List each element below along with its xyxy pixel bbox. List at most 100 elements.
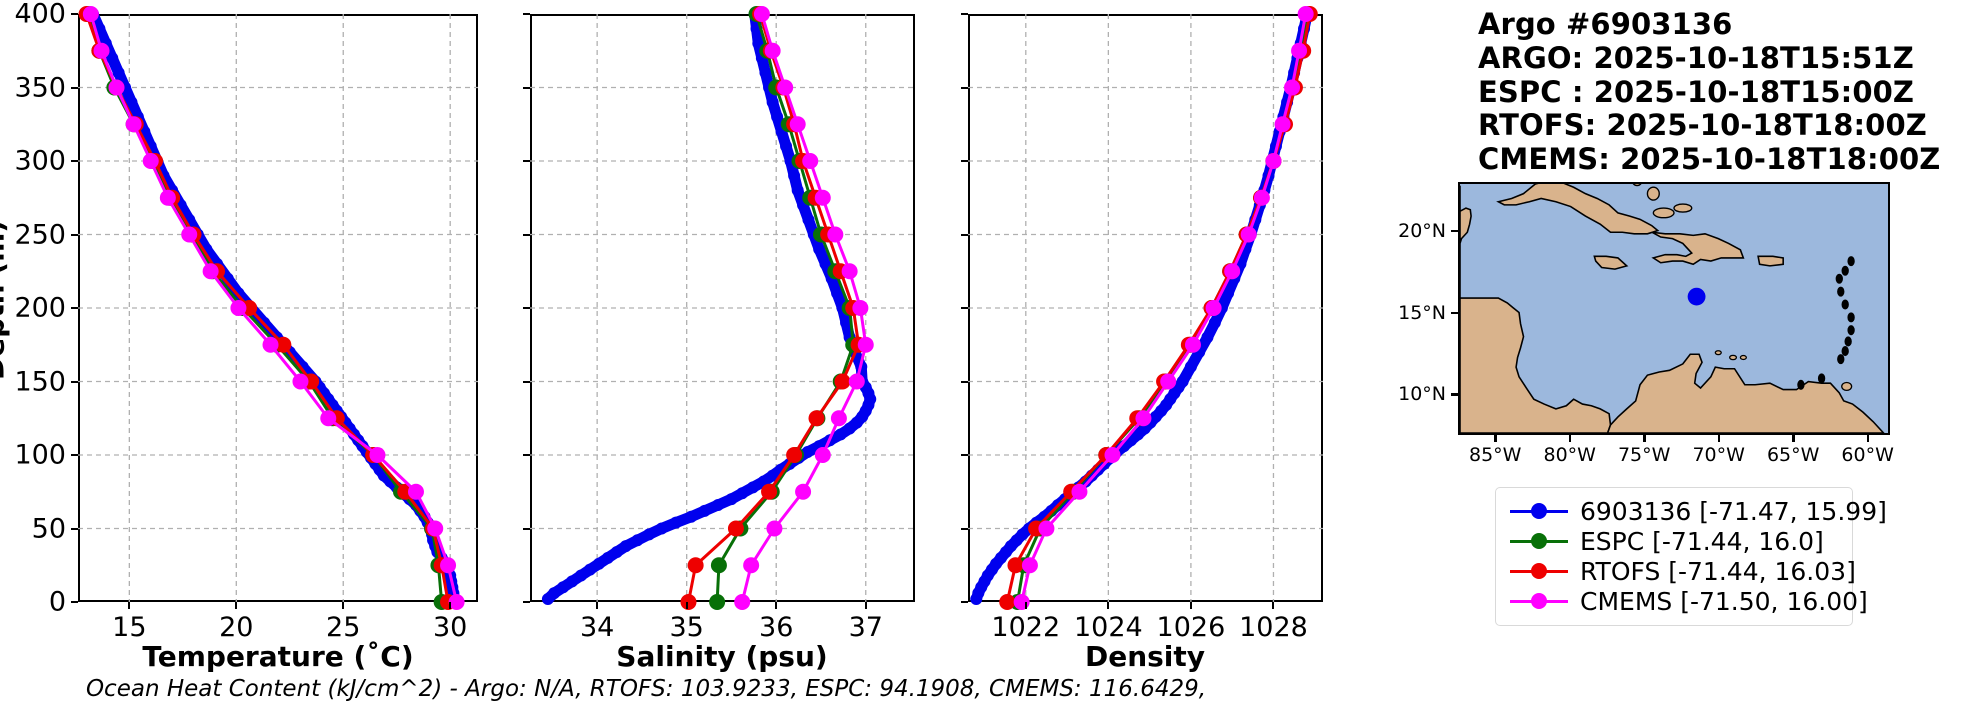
temperature-panel [78,6,478,610]
y-tick-mark [523,601,530,603]
density-axis-title: Density [1084,640,1206,673]
y-tick-mark [71,86,78,89]
x-tick-label: 30 [433,612,468,643]
y-tick-mark [523,454,530,456]
legend-line-swatch [1510,530,1568,552]
depth-tick-label: 200 [14,292,66,324]
legend-item[interactable]: CMEMS [-71.50, 16.00] [1510,586,1868,616]
y-tick-mark [71,307,78,309]
x-tick-label: 1024 [1073,612,1143,643]
x-tick-mark [1189,602,1192,609]
x-tick-label: 36 [759,612,794,643]
header-line-argo-id: Argo #6903136 [1478,7,1733,41]
depth-axis-label: Depth (m) [0,219,11,381]
depth-tick-label: 250 [14,219,66,250]
map-lon-tick-mark [1792,435,1795,442]
y-tick-mark [523,160,530,162]
header-line-espc-time: ESPC : 2025-10-18T15:00Z [1478,74,1915,109]
x-tick-label: 25 [326,612,361,643]
x-tick-mark [596,602,599,609]
map-lat-tick-label: 10°N [1398,383,1446,406]
map-lon-tick-mark [1717,435,1721,442]
y-tick-mark [523,13,530,15]
depth-tick-label: 350 [14,72,66,103]
map-lat-tick-mark [1451,229,1458,233]
location-map [1458,182,1890,435]
x-tick-label: 1028 [1239,612,1308,643]
map-lon-tick-mark [1568,435,1572,442]
salinity-plot-canvas [530,6,915,610]
map-lon-tick-label: 85°W [1469,444,1522,466]
y-tick-mark [523,307,530,309]
map-lon-tick-label: 60°W [1841,444,1894,466]
legend-item[interactable]: ESPC [-71.44, 16.0] [1510,526,1838,556]
map-lon-tick-mark [1866,435,1870,442]
y-tick-mark [961,380,968,383]
x-tick-label: 1026 [1156,612,1226,643]
map-lon-tick-label: 75°W [1617,444,1671,466]
x-tick-mark [685,602,688,609]
x-tick-label: 35 [669,612,704,643]
x-tick-mark [128,602,131,609]
map-lon-tick-mark [1643,435,1646,442]
temperature-axis-title: Temperature (˚C) [142,640,414,673]
y-tick-mark [523,86,530,89]
y-tick-mark [71,13,78,15]
map-lon-tick-label: 70°W [1692,444,1745,466]
depth-tick-label: 0 [48,586,66,618]
temperature-plot-canvas [78,6,478,610]
y-tick-mark [961,307,968,309]
x-tick-label: 37 [848,612,883,643]
y-tick-mark [961,601,968,603]
header-line-rtofs-time: RTOFS: 2025-10-18T18:00Z [1478,108,1927,143]
legend-line-swatch [1510,500,1568,522]
y-tick-mark [71,233,78,236]
x-tick-label: 15 [112,612,147,643]
y-tick-mark [961,233,968,236]
legend-item-label: 6903136 [-71.47, 15.99] [1580,496,1887,526]
y-tick-mark [961,13,968,15]
float-metadata-header: Argo #6903136 ARGO: 2025-10-18T15:51Z ES… [1478,7,1941,177]
map-lon-tick-mark [1494,435,1497,442]
header-line-cmems-time: CMEMS: 2025-10-18T18:00Z [1478,142,1941,177]
x-tick-mark [864,602,867,609]
x-tick-mark [1107,602,1110,609]
map-frame [1458,182,1890,435]
map-lat-tick-label: 20°N [1398,219,1446,242]
y-tick-mark [71,527,78,530]
legend-item-label: RTOFS [-71.44, 16.03] [1580,556,1856,586]
map-lon-tick-label: 65°W [1766,444,1820,466]
depth-tick-label: 150 [14,366,66,397]
x-tick-label: 1022 [991,612,1061,643]
legend-item-label: ESPC [-71.44, 16.0] [1580,526,1824,556]
y-tick-mark [961,454,968,456]
ocean-heat-content-caption: Ocean Heat Content (kJ/cm^2) - Argo: N/A… [85,676,1207,702]
salinity-panel [530,6,915,610]
legend-item[interactable]: 6903136 [-71.47, 15.99] [1510,496,1887,526]
y-tick-mark [71,380,78,383]
map-canvas [1460,184,1888,433]
map-lon-tick-label: 80°W [1543,444,1596,466]
map-lat-tick-mark [1451,311,1458,314]
legend-item[interactable]: RTOFS [-71.44, 16.03] [1510,556,1856,586]
x-tick-mark [1272,602,1275,609]
x-tick-mark [775,602,778,609]
salinity-axis-title: Salinity (psu) [616,640,828,673]
depth-tick-label: 100 [14,439,66,471]
density-plot-frame [968,14,1323,602]
x-tick-mark [449,602,452,609]
y-tick-mark [523,380,530,383]
y-tick-mark [71,454,78,456]
map-lat-tick-label: 15°N [1398,301,1446,324]
y-tick-mark [961,160,968,162]
depth-tick-label: 50 [31,513,66,544]
y-tick-mark [523,527,530,530]
y-tick-mark [961,527,968,530]
map-lat-tick-mark [1451,393,1458,396]
legend-line-swatch [1510,590,1568,612]
y-tick-mark [961,86,968,89]
x-tick-mark [342,602,345,609]
legend-line-swatch [1510,560,1568,582]
depth-tick-label: 400 [14,0,66,30]
y-tick-mark [71,601,78,603]
